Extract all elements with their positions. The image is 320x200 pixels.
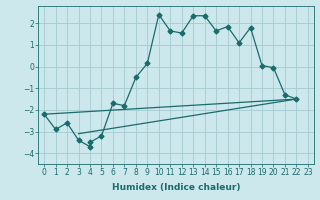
X-axis label: Humidex (Indice chaleur): Humidex (Indice chaleur) (112, 183, 240, 192)
